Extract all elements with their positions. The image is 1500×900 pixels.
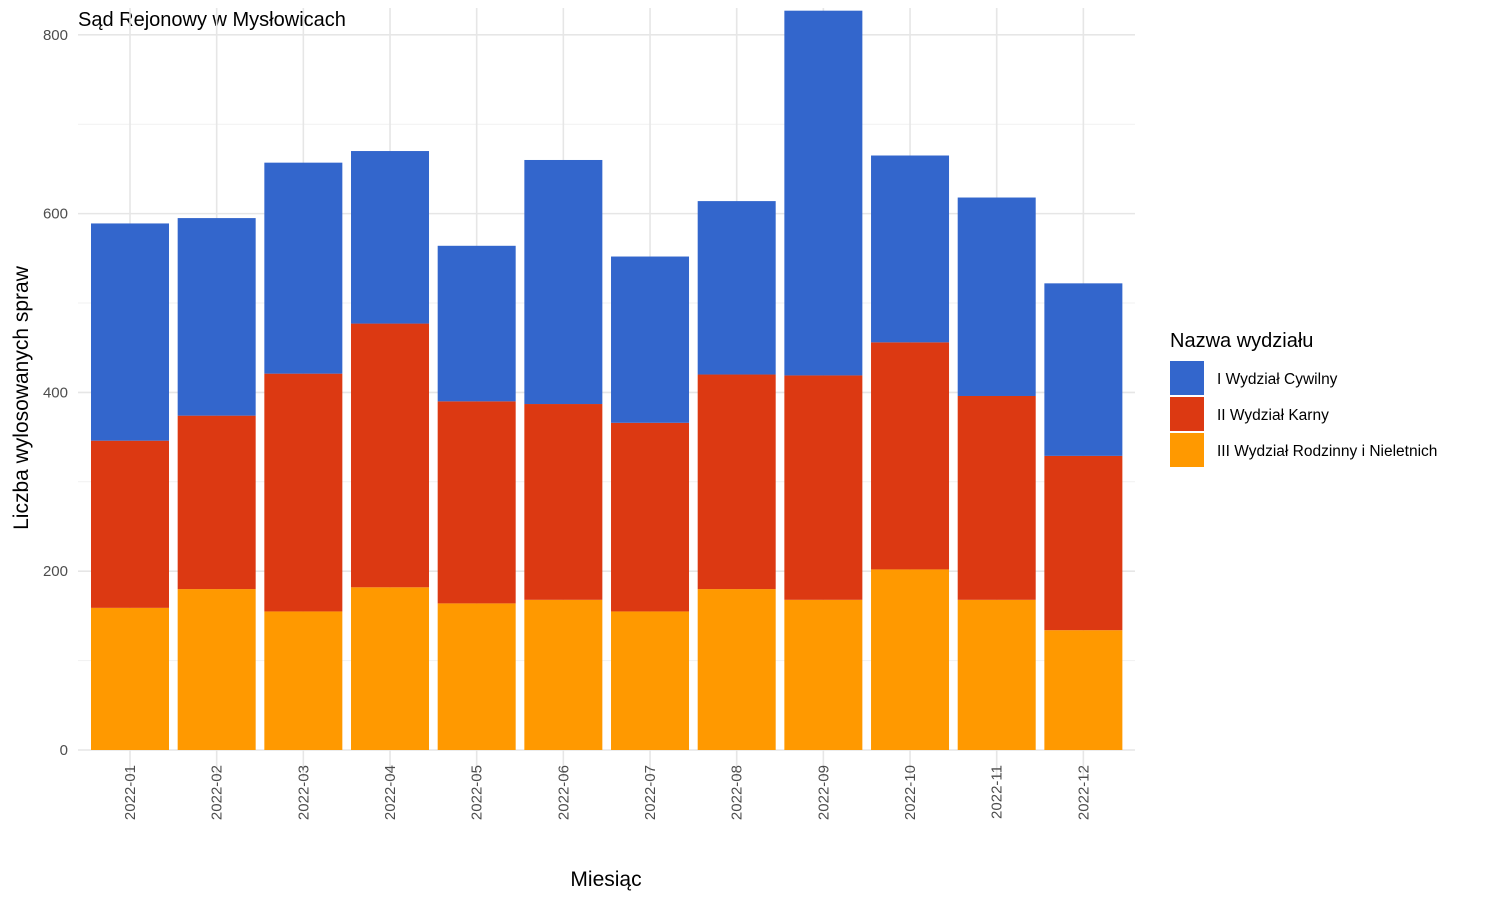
x-tick-label: 2022-05 (469, 765, 486, 820)
x-tick-label: 2022-04 (382, 765, 399, 820)
bar-segment (784, 599, 863, 750)
legend-swatch (1170, 361, 1204, 395)
bar-segment (871, 342, 950, 570)
bar-segment (871, 569, 950, 750)
chart-title: Sąd Rejonowy w Mysłowicach (78, 9, 346, 31)
bar-segment (1044, 630, 1123, 750)
bar-segment (784, 10, 863, 376)
bar-segment (1044, 283, 1123, 456)
legend-title: Nazwa wydziału (1170, 330, 1313, 352)
bar-segment (524, 599, 603, 750)
bar-segment (697, 374, 776, 590)
x-tick-label: 2022-12 (1075, 765, 1092, 820)
bar-segment (91, 223, 169, 441)
bar-segment (957, 197, 1036, 396)
bar-segment (177, 218, 256, 416)
bar-segment (177, 589, 256, 750)
legend-label: I Wydział Cywilny (1217, 371, 1338, 388)
bar-segment (871, 155, 950, 343)
legend-swatch (1170, 433, 1204, 467)
y-tick-label: 600 (43, 206, 68, 223)
legend-label: III Wydział Rodzinny i Nieletnich (1217, 443, 1437, 460)
y-axis-title: Liczba wylosowanych spraw (10, 265, 33, 530)
bar-segment (611, 422, 690, 612)
bar-segment (957, 395, 1036, 600)
legend-label: II Wydział Karny (1217, 407, 1329, 424)
bar-segment (524, 404, 603, 600)
bar-segment (524, 159, 603, 405)
bar-segment (611, 256, 690, 423)
y-tick-label: 400 (43, 384, 68, 401)
y-tick-label: 200 (43, 563, 68, 580)
x-tick-label: 2022-03 (295, 765, 312, 820)
bar-segment (351, 587, 430, 750)
y-axis-ticks: 0 200 400 600 800 (43, 27, 68, 759)
x-tick-label: 2022-02 (209, 765, 226, 820)
bar-segment (611, 611, 690, 750)
bar-segment (437, 401, 516, 604)
bar-segment (1044, 455, 1123, 631)
x-tick-label: 2022-08 (729, 765, 746, 820)
x-tick-label: 2022-10 (902, 765, 919, 820)
bar-segment (91, 440, 169, 608)
x-tick-label: 2022-06 (555, 765, 572, 820)
bar-segment (437, 245, 516, 402)
bar-segment (697, 589, 776, 750)
legend-swatch (1170, 397, 1204, 431)
bar-segment (264, 611, 343, 750)
bar-segment (91, 607, 169, 750)
x-tick-label: 2022-01 (122, 765, 139, 820)
bar-segment (351, 323, 430, 588)
x-tick-label: 2022-09 (815, 765, 832, 820)
bar-segment (177, 415, 256, 590)
bar-segment (437, 603, 516, 750)
legend: Nazwa wydziału I Wydział Cywilny II Wydzi… (1170, 330, 1437, 467)
y-tick-label: 800 (43, 27, 68, 44)
x-tick-label: 2022-07 (642, 765, 659, 820)
x-tick-label: 2022-11 (989, 765, 1006, 819)
x-axis-title: Miesiąc (570, 868, 641, 891)
bars (91, 10, 1123, 750)
y-tick-label: 0 (60, 742, 68, 759)
bar-segment (264, 373, 343, 612)
bar-segment (957, 599, 1036, 750)
bar-segment (351, 151, 430, 324)
x-axis-ticks: 2022-01 2022-02 2022-03 2022-04 2022-05 2022-… (122, 765, 1092, 820)
bar-segment (697, 201, 776, 375)
bar-segment (264, 162, 343, 374)
bar-segment (784, 375, 863, 600)
